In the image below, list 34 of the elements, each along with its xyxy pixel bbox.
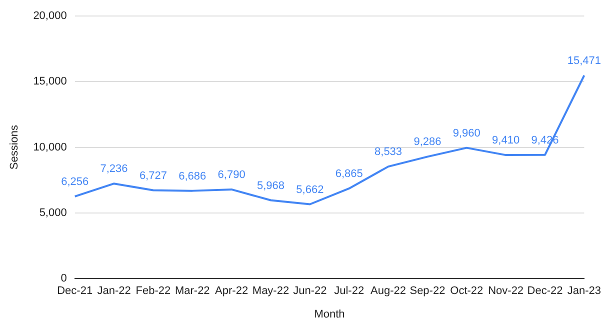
data-label: 6,865	[335, 168, 363, 180]
y-tick-label: 20,000	[33, 10, 67, 22]
data-label: 6,256	[61, 176, 89, 188]
data-label: 5,968	[256, 180, 285, 192]
y-axis-title: Sessions	[8, 124, 21, 170]
x-tick-label: Nov-22	[488, 285, 524, 298]
data-label: 5,662	[296, 184, 324, 196]
x-tick-label: Jan-23	[567, 285, 602, 298]
data-label: 6,790	[218, 168, 246, 181]
x-tick-label: Dec-21	[57, 285, 93, 298]
data-label: 9,410	[492, 134, 520, 147]
data-label: 6,727	[139, 170, 167, 182]
x-tick-label: Jun-22	[293, 285, 327, 298]
x-tick-label: Mar-22	[174, 285, 210, 298]
x-tick-label: May-22	[252, 285, 290, 298]
x-tick-label: Oct-22	[450, 285, 484, 298]
x-axis-title: Month	[314, 308, 345, 320]
x-tick-label: Jan-22	[97, 285, 131, 298]
data-label: 8,533	[374, 146, 402, 158]
x-tick-label: Feb-22	[136, 285, 171, 298]
data-label: 6,686	[178, 170, 206, 182]
x-tick-label: Aug-22	[370, 285, 406, 298]
data-label: 9,286	[414, 136, 442, 148]
y-tick-label: 15,000	[33, 76, 67, 88]
x-tick-label: Jul-22	[334, 285, 364, 298]
data-label: 9,960	[452, 127, 480, 140]
x-tick-label: Dec-22	[527, 285, 563, 298]
y-tick-label: 0	[60, 272, 67, 285]
data-label: 7,236	[100, 163, 128, 176]
y-tick-label: 5,000	[39, 206, 67, 219]
x-tick-label: Sep-22	[410, 285, 446, 298]
x-tick-label: Apr-22	[215, 285, 248, 298]
y-tick-label: 10,000	[33, 141, 67, 154]
data-label: 15,471	[567, 54, 602, 67]
